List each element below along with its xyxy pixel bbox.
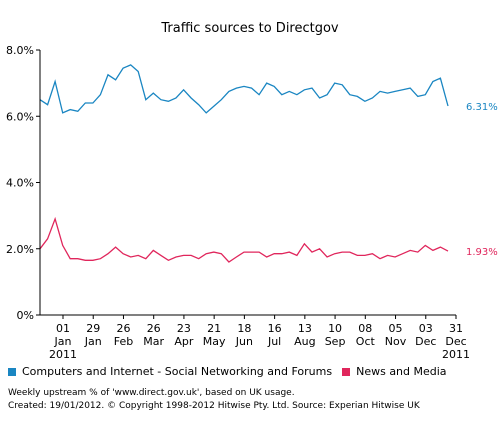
- y-tick-label: 2.0%: [6, 243, 34, 256]
- series-lines: [39, 64, 449, 263]
- series-end-label-0: 6.31%: [466, 102, 498, 113]
- x-tick-label: Mar: [143, 335, 164, 348]
- legend-item-social-networking: Computers and Internet - Social Networki…: [8, 365, 332, 378]
- series-end-labels: 6.31% 1.93%: [466, 102, 498, 258]
- x-tick-label: Feb: [114, 335, 133, 348]
- x-tick-label: Jan: [84, 335, 102, 348]
- x-tick-label: Apr: [174, 335, 194, 348]
- series-end-label-1: 1.93%: [466, 247, 498, 258]
- x-tick-label: 26: [147, 322, 161, 335]
- x-tick-label: 21: [207, 322, 221, 335]
- legend-label-news-media: News and Media: [356, 365, 447, 378]
- x-tick-label: 26: [116, 322, 130, 335]
- x-tick-label: Dec: [415, 335, 436, 348]
- series-line-0: [39, 64, 449, 114]
- x-axis-ticks: 01Jan201129Jan26Feb26Mar23Apr21May18Jun1…: [49, 315, 470, 361]
- legend-swatch-social-networking: [8, 367, 16, 376]
- x-tick-label: Jul: [267, 335, 281, 348]
- y-tick-label: 8.0%: [6, 44, 34, 57]
- legend-swatch-news-media: [342, 367, 351, 376]
- x-tick-label: 23: [177, 322, 191, 335]
- x-tick-label: 13: [298, 322, 312, 335]
- legend: Computers and Internet - Social Networki…: [8, 365, 457, 378]
- x-tick-label: 31: [449, 322, 463, 335]
- x-tick-label: Aug: [294, 335, 315, 348]
- x-tick-label: Nov: [385, 335, 407, 348]
- series-line-1: [39, 216, 449, 263]
- footer-note: Weekly upstream % of 'www.direct.gov.uk'…: [8, 388, 295, 398]
- y-tick-label: 4.0%: [6, 177, 34, 190]
- x-tick-label: 2011: [49, 348, 77, 361]
- x-tick-label: 08: [358, 322, 372, 335]
- x-tick-label: Dec: [445, 335, 466, 348]
- legend-item-news-media: News and Media: [342, 365, 447, 378]
- x-tick-label: Jan: [54, 335, 72, 348]
- x-tick-label: 05: [389, 322, 403, 335]
- chart-title: Traffic sources to Directgov: [160, 21, 339, 36]
- legend-label-social-networking: Computers and Internet - Social Networki…: [22, 365, 333, 378]
- x-tick-label: 03: [419, 322, 433, 335]
- x-tick-label: 29: [86, 322, 100, 335]
- x-tick-label: May: [203, 335, 226, 348]
- footer-copyright: Created: 19/01/2012. © Copyright 1998-20…: [8, 401, 420, 411]
- x-tick-label: 16: [268, 322, 282, 335]
- x-tick-label: 10: [328, 322, 342, 335]
- y-axis-ticks: 0% 2.0% 4.0% 6.0% 8.0%: [6, 44, 40, 322]
- x-tick-label: Sep: [325, 335, 346, 348]
- y-tick-label: 6.0%: [6, 110, 34, 123]
- x-tick-label: Oct: [356, 335, 376, 348]
- x-tick-label: Jun: [235, 335, 253, 348]
- x-tick-label: 2011: [442, 348, 470, 361]
- x-tick-label: 01: [56, 322, 70, 335]
- y-tick-label: 0%: [17, 309, 34, 322]
- x-tick-label: 18: [237, 322, 251, 335]
